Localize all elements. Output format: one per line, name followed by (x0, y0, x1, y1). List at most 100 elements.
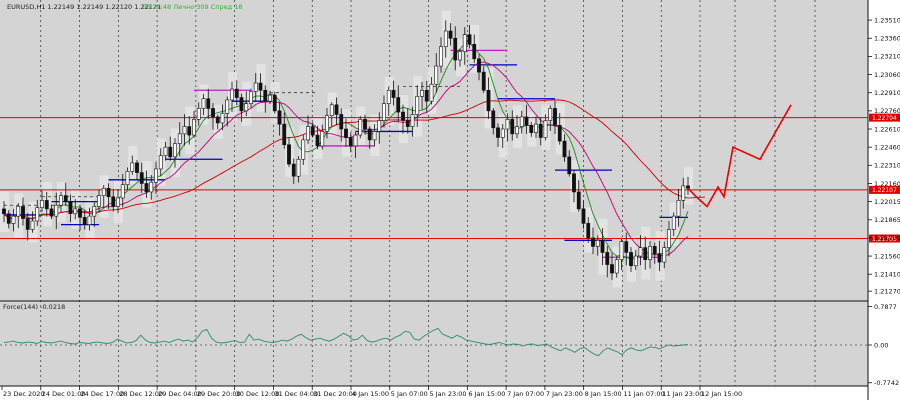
price-tick-label: 1.22160 (874, 180, 900, 188)
candle-body (576, 191, 581, 210)
candle-body (424, 89, 429, 102)
time-tick-label: 23 Dec 2020 (3, 390, 45, 398)
candle-body (491, 110, 496, 129)
price-tick-label: 1.22610 (874, 125, 900, 133)
candle-body (87, 215, 92, 225)
candle-body (434, 65, 439, 85)
level-price-tag (869, 185, 900, 194)
candle-body (201, 98, 206, 109)
candle-body (230, 88, 234, 101)
time-tick-label: 7 Jan 07:00 (507, 390, 544, 398)
candle-body (35, 207, 40, 222)
candle-body (334, 104, 339, 115)
price-tick-label: 1.23360 (874, 35, 900, 43)
candle-body (358, 119, 363, 136)
candle-body (557, 125, 562, 142)
time-tick-label: 31 Dec 20:00 (313, 390, 357, 398)
candle-body (686, 185, 690, 189)
candle-body (310, 126, 315, 136)
price-tick-label: 1.21705 (874, 234, 900, 242)
force-line (3, 327, 689, 357)
candle-body (68, 201, 73, 215)
candle-body (515, 126, 519, 135)
candle-body (619, 241, 624, 260)
price-tick-label: 1.21560 (874, 252, 900, 260)
candle-body (168, 146, 173, 158)
time-tick-label: 24 Dec 17:00 (81, 390, 125, 398)
shadow-candle (99, 175, 109, 218)
time-tick-label: 29 Dec 20:00 (197, 390, 241, 398)
candle-body (572, 173, 576, 193)
candle-body (386, 89, 391, 104)
candle-body (548, 108, 553, 121)
symbol-info-text: EURUSD,H1 1.22149 1.22149 1.22120 1.2212… (7, 3, 161, 11)
candle-body (643, 247, 648, 260)
candle-body (372, 131, 377, 141)
level-price-label: 1.22704 (872, 115, 897, 122)
candle-body (125, 171, 130, 185)
time-tick-label: 29 Dec 04:00 (158, 390, 202, 398)
price-axis-ticks: 1.23510 1.23360 1.23210 1.23060 1.22910 1.227… (868, 16, 900, 295)
price-tick-label: 1.21270 (874, 287, 900, 295)
candle-body (377, 120, 382, 132)
candle-body (562, 140, 567, 158)
candle-body (344, 128, 348, 138)
candle-body (610, 264, 614, 274)
indicator-panel (0, 302, 868, 386)
candle-body (111, 196, 116, 207)
candle-body (624, 241, 629, 253)
candle-body (553, 108, 557, 126)
candle-body (567, 156, 572, 175)
candle-body (92, 206, 97, 217)
candle-body (287, 144, 291, 165)
candle-body (120, 184, 125, 199)
candle-body (410, 114, 415, 127)
candle-body (652, 246, 657, 254)
price-tick-label: 1.23060 (874, 71, 900, 79)
candle-body (667, 229, 671, 248)
candle-body (486, 89, 491, 112)
candle-body (277, 110, 282, 125)
horizontal-levels: 1.22704 1.22107 1.21705 (0, 113, 900, 243)
level-price-tag (869, 113, 900, 122)
candle-body (500, 128, 505, 138)
candle-body (629, 252, 633, 267)
candle-body (177, 133, 182, 144)
candle-body (249, 91, 253, 104)
candle-body (40, 200, 44, 208)
candle-body (101, 188, 106, 196)
candle-body (329, 104, 334, 116)
force-tick-label: -0.7742 (874, 379, 899, 387)
candle-body (59, 195, 63, 206)
candle-body (367, 128, 372, 141)
candle-body (211, 108, 215, 118)
candle-body (225, 99, 230, 114)
candle-body (272, 94, 277, 112)
candle-body (196, 108, 201, 120)
candle-body (187, 126, 192, 136)
candle-body (116, 197, 120, 207)
candle-body (130, 162, 135, 172)
candle-body (192, 119, 196, 136)
timer-text: 06:20:48 Лечно 309 Спред 18 (142, 3, 243, 11)
price-tick-label: 1.22760 (874, 107, 900, 115)
candle-body (25, 218, 30, 230)
candle-body (173, 143, 177, 158)
time-tick-label: 6 Jan 15:00 (468, 390, 505, 398)
force-tick-label: 0.7877 (874, 303, 897, 311)
candle-body (21, 206, 25, 219)
candle-body (220, 112, 225, 124)
price-tick-label: 1.22015 (874, 198, 900, 206)
candle-body (206, 98, 211, 109)
candle-body (681, 185, 686, 201)
candle-body (496, 127, 500, 138)
candle-body (325, 115, 329, 132)
candle-body (2, 208, 6, 215)
price-tick-label: 1.22460 (874, 143, 900, 151)
candle-body (215, 116, 220, 124)
price-panel (0, 0, 868, 300)
candle-body (505, 119, 510, 130)
